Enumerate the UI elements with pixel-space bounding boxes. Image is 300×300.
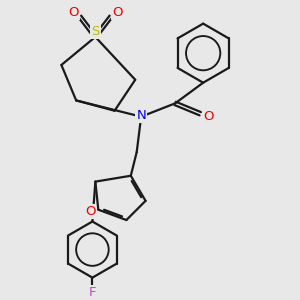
Text: O: O [203,110,214,123]
Text: O: O [112,6,122,19]
Text: O: O [68,6,79,19]
Text: O: O [85,205,95,218]
Text: F: F [89,286,96,299]
Text: N: N [136,109,146,122]
Text: S: S [91,25,100,38]
